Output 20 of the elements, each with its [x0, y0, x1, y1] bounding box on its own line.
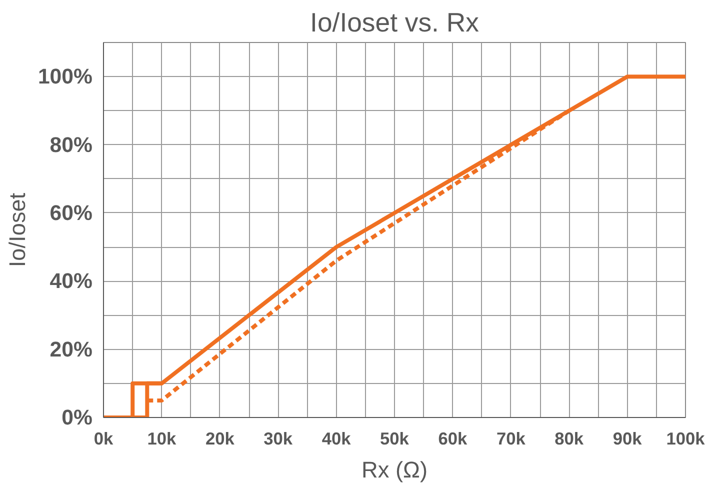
y-tick-label: 0% — [62, 406, 93, 430]
y-tick-label: 80% — [50, 132, 93, 157]
y-tick-label: 20% — [50, 337, 93, 362]
x-tick-label: 20k — [205, 428, 235, 448]
x-tick-label: 90k — [612, 428, 642, 448]
x-tick-label: 30k — [264, 428, 293, 448]
x-tick-label: 0k — [94, 428, 114, 448]
x-axis-title: Rx (Ω) — [361, 456, 428, 482]
y-tick-label: 40% — [50, 269, 93, 294]
x-tick-label: 40k — [322, 428, 352, 448]
x-tick-label: 70k — [496, 428, 526, 448]
x-tick-label: 100k — [666, 428, 706, 448]
x-tick-label: 80k — [554, 428, 584, 448]
x-tick-label: 50k — [380, 428, 410, 448]
x-tick-label: 10k — [147, 428, 177, 448]
x-tick-label: 60k — [438, 428, 468, 448]
y-tick-label: 60% — [50, 200, 93, 225]
y-tick-label: 100% — [38, 64, 93, 89]
y-axis-title: Io/Ioset — [4, 192, 30, 268]
chart-title: Io/Ioset vs. Rx — [310, 8, 480, 38]
